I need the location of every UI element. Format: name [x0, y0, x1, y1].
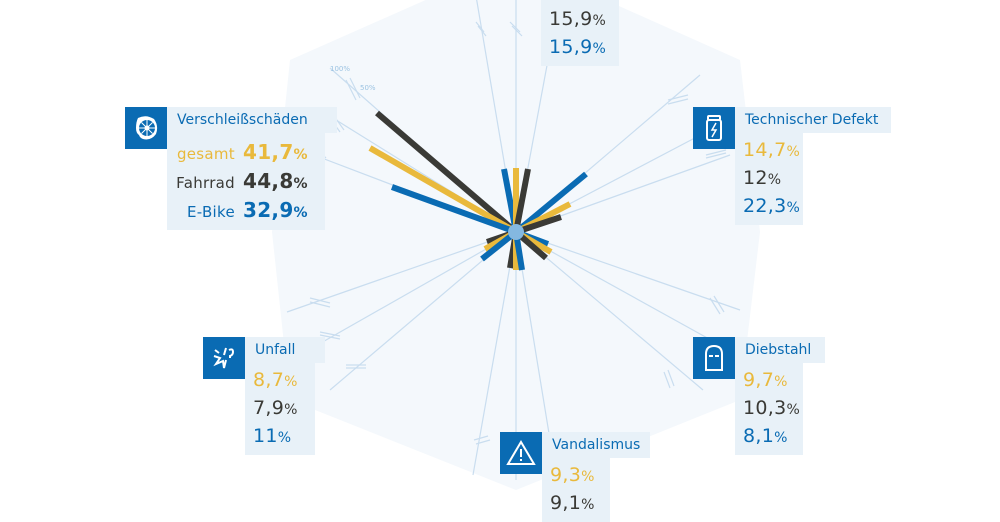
value-gesamt: 9,3% [550, 464, 595, 486]
value-fahrrad: 9,1% [550, 492, 595, 514]
value-fahrrad: 7,9% [253, 397, 298, 419]
category-title: Verschleißschäden [167, 107, 337, 133]
value-gesamt: 9,7% [743, 369, 788, 391]
value-ebike: 8,1% [743, 425, 788, 447]
value-ebike: 22,3% [743, 195, 801, 217]
value-gesamt: 14,7% [743, 139, 801, 161]
value-fahrrad: 10,3% [743, 397, 801, 419]
bar-verschleiss-gesamt [368, 145, 518, 235]
value-gesamt: 15,9% [549, 0, 611, 6]
radial-chart [272, 0, 760, 490]
value-gesamt: gesamt 41,7% [176, 140, 308, 164]
broken-battery-icon [693, 107, 735, 149]
worn-wheel-icon [125, 107, 167, 149]
bars [368, 110, 588, 271]
value-ebike: 11% [253, 425, 292, 447]
bar-technisch-ebike [514, 171, 588, 235]
value-fahrrad: 15,9% [549, 8, 607, 30]
bar-verschleiss-ebike [390, 184, 518, 235]
bar-top-fahrrad [513, 168, 531, 233]
value-ebike: 15,9% [549, 36, 607, 58]
warning-triangle-icon [500, 432, 542, 474]
category-title: Vandalismus [542, 432, 650, 458]
axis-label-100: 100% [330, 65, 351, 73]
category-title: Diebstahl [735, 337, 825, 363]
value-gesamt: 8,7% [253, 369, 298, 391]
center-dot [508, 224, 524, 240]
crash-icon [203, 337, 245, 379]
value-fahrrad: Fahrrad 44,8% [176, 169, 308, 193]
axis-label-50: 50% [360, 84, 376, 92]
spokes [286, 0, 741, 480]
category-title: Technischer Defekt [735, 107, 891, 133]
balaclava-icon [693, 337, 735, 379]
value-fahrrad: 12% [743, 167, 782, 189]
bar-verschleiss-fahrrad [375, 110, 518, 235]
category-title: Unfall [245, 337, 325, 363]
value-ebike: E-Bike 32,9% [187, 198, 308, 222]
